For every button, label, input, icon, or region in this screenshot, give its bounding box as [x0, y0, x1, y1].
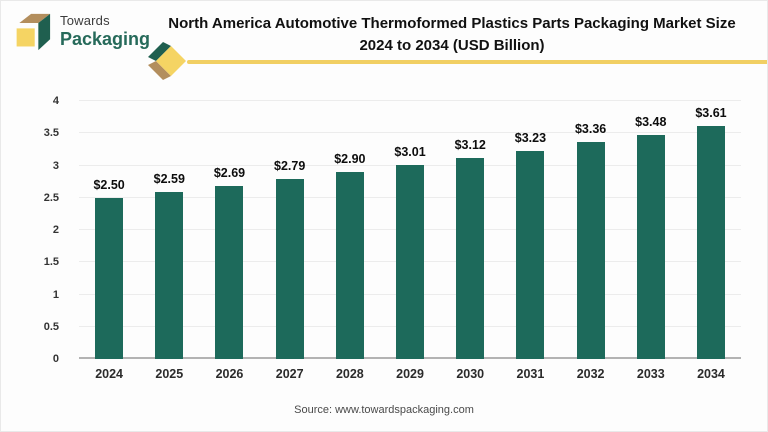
bar-group: $3.01	[380, 101, 440, 359]
y-tick-label: 0	[52, 353, 59, 365]
cube-logo-icon	[16, 13, 51, 51]
bar-group: $2.69	[199, 101, 259, 359]
y-tick-label: 1	[52, 288, 59, 301]
x-tick-label: 2025	[155, 367, 184, 381]
plot-area: $2.50 $2.59 $2.69 $2.79 $2.90 $3.01 $3.12 $3.23…	[79, 100, 741, 359]
bar-value-label: $3.12	[454, 137, 486, 152]
bar-group: $3.48	[621, 101, 681, 359]
bar	[95, 197, 124, 359]
x-axis-labels: 2024 2025 2026 2027 2028 2029 2030 2031 2032 2033…	[79, 367, 741, 381]
bar-group: $3.61	[681, 101, 741, 359]
gridline	[79, 100, 741, 101]
brand-logo-text: Towards Packaging	[60, 13, 151, 50]
y-tick-label: 3.5	[43, 127, 59, 140]
x-tick-label: 2032	[576, 367, 605, 381]
brand-logo: Towards Packaging	[13, 10, 150, 54]
x-tick-label: 2034	[697, 367, 725, 381]
x-tick-label: 2033	[636, 367, 665, 381]
bar	[335, 171, 364, 359]
bar-group: $3.36	[561, 101, 621, 359]
x-tick-label: 2026	[215, 367, 244, 381]
bar	[636, 134, 665, 359]
bar	[275, 179, 304, 359]
gridline	[79, 132, 741, 134]
bar-value-label: $3.36	[574, 122, 607, 137]
bar	[516, 150, 545, 359]
bar-value-label: $3.23	[514, 130, 547, 145]
bar-group: $3.12	[440, 101, 500, 359]
bars-row: $2.50 $2.59 $2.69 $2.79 $2.90 $3.01 $3.12 $3.23…	[79, 101, 741, 359]
bar-value-label: $2.50	[93, 177, 125, 192]
bar-group: $2.50	[79, 101, 139, 359]
bar	[155, 191, 184, 359]
x-tick-label: 2024	[95, 367, 123, 381]
chart-title: North America Automotive Thermoformed Pl…	[168, 15, 736, 54]
bar	[456, 157, 485, 359]
bar	[576, 142, 605, 359]
x-tick-label: 2027	[275, 367, 304, 381]
y-tick-label: 2.5	[43, 191, 59, 204]
source-note: Source: www.towardspackaging.com	[294, 404, 474, 416]
y-tick-label: 2	[52, 224, 59, 236]
bar-group: $2.79	[260, 101, 320, 359]
brand-name-towards: Towards	[60, 13, 110, 29]
bar-group: $3.23	[500, 101, 560, 359]
bar-value-label: $2.90	[334, 151, 366, 166]
x-tick-label: 2029	[396, 367, 424, 381]
bar-value-label: $2.59	[153, 171, 185, 186]
bar-value-label: $3.61	[695, 106, 727, 121]
brand-name-packaging: Packaging	[60, 29, 151, 50]
bar	[215, 185, 244, 359]
y-tick-label: 3	[52, 159, 59, 172]
x-tick-label: 2030	[456, 367, 485, 381]
bar-value-label: $2.69	[213, 165, 246, 180]
bar-value-label: $2.79	[274, 159, 306, 174]
y-tick-label: 4	[52, 95, 59, 107]
bar	[696, 126, 725, 359]
bar-value-label: $3.01	[394, 144, 426, 159]
x-tick-label: 2028	[335, 367, 364, 381]
diamond-divider-icon	[148, 42, 186, 80]
x-tick-label: 2031	[516, 367, 545, 381]
y-tick-label: 0.5	[43, 320, 59, 333]
bar-value-label: $3.48	[635, 114, 667, 129]
bar-group: $2.90	[320, 101, 380, 359]
divider-line	[187, 60, 767, 64]
bar-group: $2.59	[139, 101, 199, 359]
y-axis-labels: 0 0.5 1 1.5 2 2.5 3 3.5 4	[1, 95, 71, 365]
bar	[396, 164, 425, 359]
y-tick-label: 1.5	[43, 256, 59, 269]
